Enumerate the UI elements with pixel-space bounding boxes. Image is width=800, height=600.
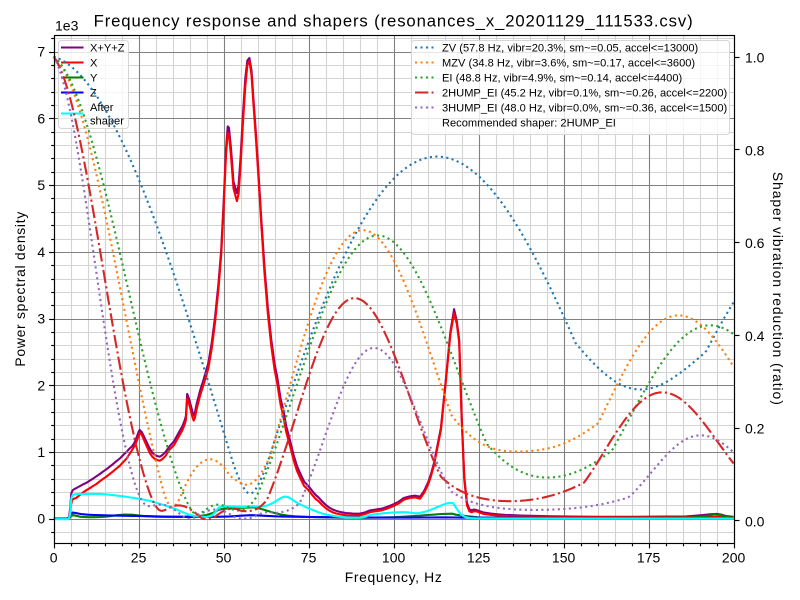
svg-text:1: 1 — [37, 444, 45, 460]
svg-text:100: 100 — [382, 550, 406, 566]
svg-text:0.6: 0.6 — [745, 235, 765, 251]
svg-text:125: 125 — [467, 550, 491, 566]
svg-text:75: 75 — [301, 550, 317, 566]
svg-text:4: 4 — [37, 244, 45, 260]
svg-text:0.2: 0.2 — [745, 421, 765, 437]
svg-text:175: 175 — [637, 550, 661, 566]
svg-text:Shaper vibration reduction (ra: Shaper vibration reduction (ratio) — [770, 172, 786, 406]
svg-text:ZV (57.8 Hz, vibr=20.3%, sm~=0: ZV (57.8 Hz, vibr=20.3%, sm~=0.05, accel… — [442, 43, 698, 55]
svg-text:EI (48.8 Hz, vibr=4.9%, sm~=0.: EI (48.8 Hz, vibr=4.9%, sm~=0.14, accel<… — [442, 73, 682, 85]
svg-text:Frequency response and shapers: Frequency response and shapers (resonanc… — [94, 11, 694, 30]
svg-text:3HUMP_EI (48.0 Hz, vibr=0.0%,: 3HUMP_EI (48.0 Hz, vibr=0.0%, sm~=0.36, … — [442, 103, 727, 115]
svg-text:Z: Z — [90, 88, 97, 100]
svg-text:shaper: shaper — [90, 116, 124, 128]
svg-text:0.0: 0.0 — [745, 513, 765, 529]
svg-text:MZV (34.8 Hz, vibr=3.6%, sm~=0: MZV (34.8 Hz, vibr=3.6%, sm~=0.17, accel… — [442, 58, 695, 70]
svg-text:0: 0 — [37, 511, 45, 527]
svg-text:After: After — [90, 102, 114, 114]
svg-text:2HUMP_EI (45.2 Hz, vibr=0.1%,: 2HUMP_EI (45.2 Hz, vibr=0.1%, sm~=0.26, … — [442, 88, 727, 100]
svg-text:200: 200 — [722, 550, 746, 566]
svg-text:0.4: 0.4 — [745, 328, 765, 344]
svg-text:Frequency, Hz: Frequency, Hz — [345, 569, 443, 585]
svg-text:7: 7 — [37, 44, 45, 60]
svg-text:X+Y+Z: X+Y+Z — [90, 43, 125, 55]
svg-text:1e3: 1e3 — [55, 18, 79, 34]
svg-text:6: 6 — [37, 110, 45, 126]
svg-text:5: 5 — [37, 177, 45, 193]
svg-text:X: X — [90, 58, 98, 70]
svg-text:150: 150 — [552, 550, 576, 566]
svg-text:3: 3 — [37, 311, 45, 327]
svg-text:Y: Y — [90, 73, 98, 85]
svg-text:2: 2 — [37, 377, 45, 393]
svg-text:0.8: 0.8 — [745, 142, 765, 158]
svg-text:Recommended shaper: 2HUMP_EI: Recommended shaper: 2HUMP_EI — [442, 118, 616, 130]
svg-text:50: 50 — [216, 550, 232, 566]
svg-text:0: 0 — [50, 550, 58, 566]
svg-text:25: 25 — [131, 550, 147, 566]
svg-text:1.0: 1.0 — [745, 50, 765, 66]
svg-text:Power spectral density: Power spectral density — [12, 211, 28, 367]
